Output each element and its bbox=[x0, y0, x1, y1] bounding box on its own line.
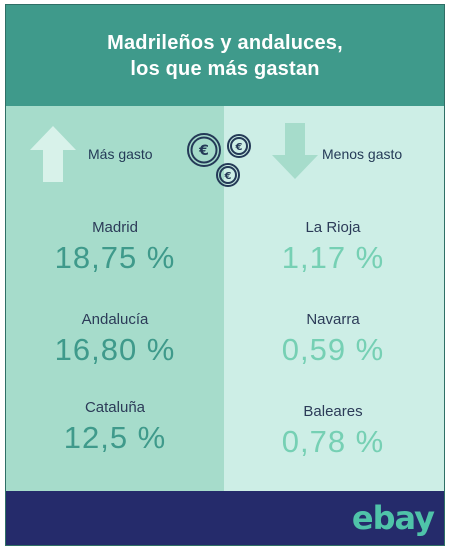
less-spending-panel: Menos gasto La Rioja 1,17 % Navarra 0,59… bbox=[224, 106, 444, 491]
svg-text:€: € bbox=[198, 143, 209, 159]
region-value-la-rioja: 1,17 % bbox=[281, 240, 385, 275]
svg-text:€: € bbox=[235, 142, 243, 153]
region-value-madrid: 18,75 % bbox=[54, 240, 176, 275]
infographic-card: Madrileños y andaluces, los que más gast… bbox=[5, 4, 445, 546]
region-value-cataluna: 12,5 % bbox=[63, 420, 167, 455]
region-name-navarra: Navarra bbox=[306, 311, 360, 328]
region-value-navarra: 0,59 % bbox=[281, 332, 385, 367]
region-name-andalucia: Andalucía bbox=[81, 311, 149, 328]
region-name-cataluna: Cataluña bbox=[84, 399, 146, 416]
region-value-baleares: 0,78 % bbox=[281, 424, 385, 459]
region-name-madrid: Madrid bbox=[92, 219, 138, 236]
header-banner: Madrileños y andaluces, los que más gast… bbox=[6, 5, 444, 106]
region-value-andalucia: 16,80 % bbox=[54, 332, 176, 367]
footer-bar: ebay bbox=[6, 491, 444, 545]
ebay-logo[interactable]: ebay bbox=[351, 499, 435, 537]
arrow-down-icon bbox=[272, 123, 318, 179]
euro-coins-icon: € € € bbox=[187, 133, 251, 187]
region-name-la-rioja: La Rioja bbox=[305, 219, 361, 236]
more-spending-label: Más gasto bbox=[88, 146, 153, 162]
more-spending-panel: Más gasto Madrid 18,75 % Andalucía 16,80… bbox=[6, 106, 224, 491]
svg-text:€: € bbox=[224, 171, 232, 182]
title-line-1: Madrileños y andaluces, bbox=[107, 31, 343, 54]
arrow-up-icon bbox=[30, 126, 76, 182]
region-name-baleares: Baleares bbox=[303, 403, 363, 420]
title-line-2: los que más gastan bbox=[130, 57, 320, 80]
less-spending-label: Menos gasto bbox=[322, 146, 403, 162]
